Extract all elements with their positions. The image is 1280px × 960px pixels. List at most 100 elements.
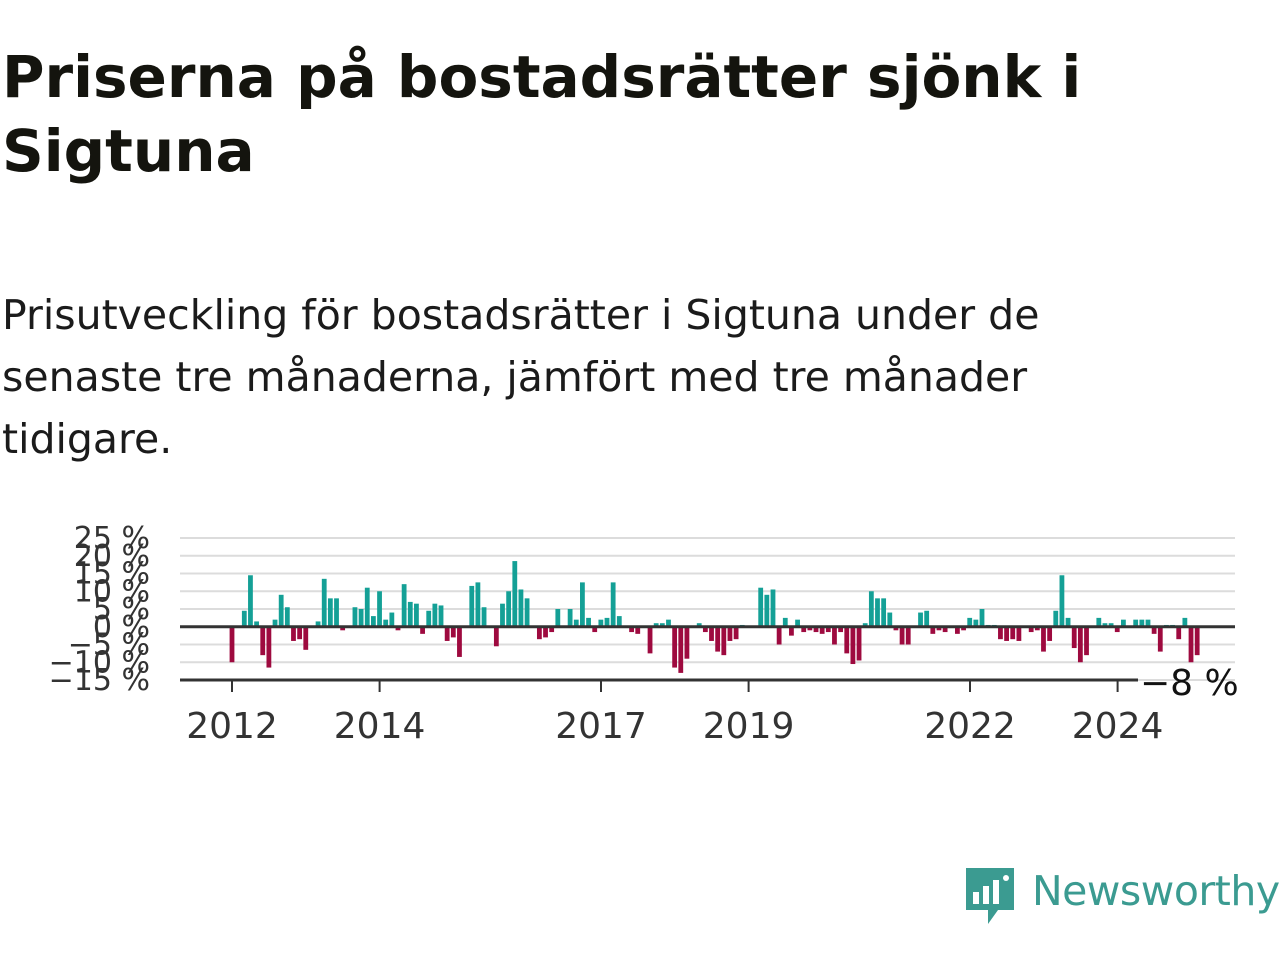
bar	[592, 626, 598, 633]
bar	[659, 623, 665, 627]
bar	[875, 598, 880, 627]
axes	[180, 625, 1235, 682]
bar	[469, 585, 475, 627]
bar	[586, 617, 591, 627]
bar	[340, 626, 346, 631]
bar	[426, 610, 432, 627]
bar	[1034, 626, 1040, 631]
bar	[1157, 626, 1163, 652]
bar	[475, 582, 481, 627]
bar	[604, 617, 610, 627]
newsworthy-logo-icon	[966, 868, 1014, 924]
bar	[838, 626, 844, 633]
y-tick-label: −5 %	[68, 628, 150, 663]
y-tick-label: 25 %	[74, 521, 150, 556]
bar	[955, 626, 960, 634]
bar	[721, 626, 727, 656]
bar	[1139, 619, 1145, 627]
bar	[936, 626, 942, 631]
bar	[647, 626, 653, 654]
bar	[260, 626, 266, 656]
bar	[789, 626, 794, 636]
bar	[850, 626, 856, 665]
bar	[1133, 619, 1139, 627]
bar	[1059, 575, 1065, 627]
bar	[770, 589, 776, 627]
bar	[1114, 626, 1120, 633]
bar	[457, 626, 462, 657]
bar	[580, 582, 585, 627]
bar	[401, 584, 407, 627]
bar	[364, 587, 370, 627]
bar	[334, 598, 339, 627]
bar	[782, 617, 788, 627]
bar	[229, 626, 235, 663]
bar	[420, 626, 425, 634]
bar	[998, 626, 1003, 640]
bar	[377, 591, 382, 627]
bar	[764, 594, 770, 627]
bar	[616, 616, 622, 627]
y-tick-label: 0 %	[93, 610, 150, 645]
bar	[321, 578, 327, 627]
x-tick-label: 2017	[555, 706, 647, 747]
bar	[709, 626, 714, 641]
bar	[715, 626, 721, 652]
bar	[284, 607, 290, 627]
bar	[1188, 626, 1194, 663]
x-tick-label: 2012	[186, 706, 278, 747]
y-tick-labels: 25 %20 %15 %10 %5 %0 %−5 %−10 %−15 %	[49, 521, 150, 698]
bar	[1016, 626, 1022, 641]
bar	[358, 609, 364, 627]
bar	[1108, 623, 1114, 627]
bar	[506, 591, 512, 627]
bar	[1010, 626, 1016, 640]
bar	[371, 616, 376, 627]
bar	[653, 623, 659, 627]
bar	[684, 626, 690, 659]
bar	[979, 609, 985, 627]
bar	[1194, 626, 1200, 656]
bar	[254, 621, 259, 627]
bar	[868, 591, 874, 627]
bar	[758, 587, 764, 627]
bar	[696, 623, 702, 627]
bar	[383, 619, 389, 627]
bar	[500, 603, 505, 627]
bar	[598, 619, 604, 627]
bar	[272, 619, 278, 627]
bar	[1053, 610, 1059, 627]
bar	[1084, 626, 1089, 656]
bar	[512, 561, 518, 627]
bar	[807, 626, 813, 631]
bar	[518, 589, 524, 627]
bar	[315, 621, 321, 627]
bar	[967, 617, 973, 627]
bar	[303, 626, 309, 650]
bar	[407, 601, 413, 627]
bar	[862, 623, 868, 627]
bar	[1004, 626, 1009, 641]
bar	[801, 626, 807, 633]
newsworthy-logo[interactable]: Newsworthy	[964, 864, 1280, 928]
y-tick-label: 20 %	[74, 539, 150, 574]
bar	[924, 610, 930, 627]
bar	[536, 626, 542, 640]
bar	[278, 594, 284, 627]
bar	[444, 626, 450, 641]
bar	[524, 598, 530, 627]
bar	[899, 626, 905, 645]
bar	[776, 626, 782, 645]
bar	[248, 575, 253, 627]
chart-title: Priserna på bostadsrätter sjönk i Sigtun…	[2, 43, 1082, 185]
bar	[813, 626, 819, 633]
bar	[1182, 617, 1188, 627]
x-tick-label: 2019	[703, 706, 795, 747]
bar	[438, 605, 444, 627]
x-tick-label: 2024	[1072, 706, 1164, 747]
y-tick-label: −15 %	[49, 663, 150, 698]
bar	[905, 626, 911, 645]
bar	[481, 607, 487, 627]
bar	[450, 626, 456, 638]
bar	[543, 626, 548, 638]
